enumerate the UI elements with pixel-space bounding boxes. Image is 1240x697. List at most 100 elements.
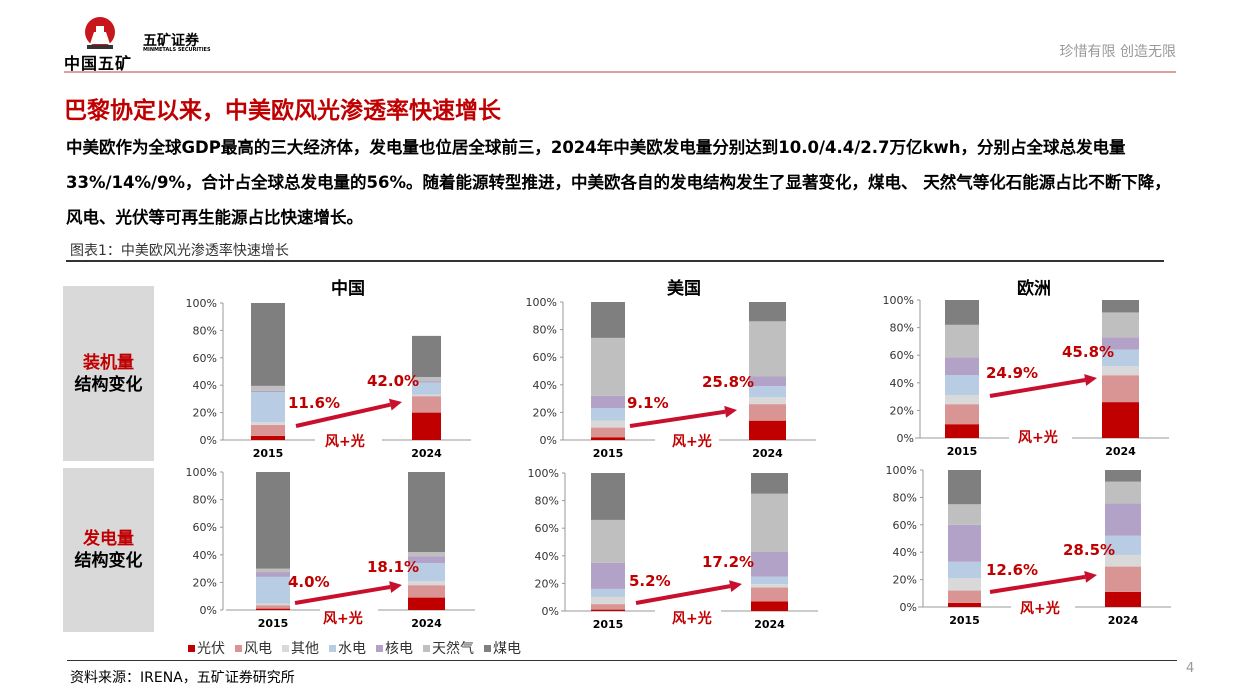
logo-company-en: MINMETALS SECURITIES xyxy=(143,47,211,53)
bar-segment-其他 xyxy=(751,584,788,588)
y-tick-label: 100% xyxy=(526,296,557,309)
y-tick-label: 40% xyxy=(890,377,914,390)
y-tick-label: 80% xyxy=(193,324,217,337)
bar-segment-风电 xyxy=(1105,566,1141,592)
share-label-2015: 11.6% xyxy=(288,394,340,412)
trend-arrow-icon xyxy=(724,405,737,418)
legend-item: 风电 xyxy=(235,638,272,658)
bar-segment-水电 xyxy=(1105,535,1141,555)
bar-segment-其他 xyxy=(591,420,625,428)
bar-segment-风电 xyxy=(945,404,979,425)
y-tick-label: 80% xyxy=(535,495,559,508)
trend-arrow-shaft xyxy=(635,584,731,605)
bar-segment-其他 xyxy=(412,394,441,397)
y-tick-label: 80% xyxy=(193,494,217,507)
bar-segment-水电 xyxy=(256,576,290,604)
bar-segment-其他 xyxy=(251,422,285,425)
body-paragraph: 中美欧作为全球GDP最高的三大经济体，发电量也位居全球前三，2024年中美欧发电… xyxy=(66,138,1171,227)
bar-segment-煤电 xyxy=(948,470,981,505)
share-label-2015: 12.6% xyxy=(986,561,1038,579)
slide-title: 巴黎协定以来，中美欧风光渗透率快速增长 xyxy=(64,98,501,124)
bar-segment-水电 xyxy=(945,375,979,396)
bar-segment-光伏 xyxy=(948,602,981,607)
bar-segment-天然气 xyxy=(256,568,290,573)
share-label-2015: 9.1% xyxy=(627,394,669,412)
legend-swatch xyxy=(282,644,289,652)
share-label-2024: 42.0% xyxy=(367,372,419,390)
bar-segment-核电 xyxy=(1102,337,1139,350)
y-tick-label: 100% xyxy=(886,464,917,477)
bar-segment-其他 xyxy=(1102,366,1139,376)
share-label-2024: 17.2% xyxy=(702,553,754,571)
bar-segment-核电 xyxy=(408,556,445,564)
bar-segment-水电 xyxy=(751,576,788,585)
trend-arrow-icon xyxy=(388,398,402,411)
region-title-us: 美国 xyxy=(667,279,701,299)
y-tick-label: 0% xyxy=(900,601,917,614)
bar-segment-风电 xyxy=(591,427,625,438)
source-note: 资料来源：IRENA，五矿证券研究所 xyxy=(70,670,295,686)
bar-segment-光伏 xyxy=(251,435,285,440)
bar-segment-天然气 xyxy=(591,337,625,396)
legend-label: 风电 xyxy=(244,641,272,657)
y-tick-label: 40% xyxy=(193,379,217,392)
bar-segment-其他 xyxy=(591,597,625,605)
y-tick-label: 60% xyxy=(893,519,917,532)
y-tick-label: 20% xyxy=(193,407,217,420)
bar-segment-风电 xyxy=(408,585,445,598)
bar-segment-光伏 xyxy=(408,597,445,610)
y-tick-label: 20% xyxy=(893,574,917,587)
trend-arrow-icon xyxy=(1084,374,1097,386)
chart-legend: 光伏 风电 其他 水电 核电 天然气 煤电 xyxy=(188,638,521,658)
wind-solar-label: 风+光 xyxy=(1018,429,1058,446)
legend-item: 其他 xyxy=(282,638,319,658)
bar-segment-煤电 xyxy=(591,473,625,520)
y-tick-label: 40% xyxy=(533,379,557,392)
bar-segment-天然气 xyxy=(749,321,786,377)
x-tick-label: 2015 xyxy=(947,445,978,458)
trend-arrow-shaft xyxy=(629,409,726,428)
slogan: 珍惜有限 创造无限 xyxy=(1059,44,1176,60)
wind-solar-label: 风+光 xyxy=(323,610,363,627)
share-label-2015: 24.9% xyxy=(986,364,1038,382)
y-tick-label: 60% xyxy=(533,351,557,364)
bar-segment-煤电 xyxy=(1105,470,1141,482)
bar-segment-天然气 xyxy=(412,376,441,382)
x-tick-label: 2015 xyxy=(593,618,624,631)
legend-item: 煤电 xyxy=(484,638,521,658)
region-title-europe: 欧洲 xyxy=(1017,279,1051,299)
bar-segment-其他 xyxy=(1105,554,1141,567)
trend-arrow-shaft xyxy=(989,378,1086,398)
bar-segment-风电 xyxy=(256,605,290,609)
bar-segment-风电 xyxy=(251,424,285,436)
chart-europe-capacity: 0% 20% 40% 60% 80% 100% 2015 2024 24.9% 45.8% 风+光 xyxy=(870,290,1170,470)
legend-swatch xyxy=(423,644,430,652)
chart-us-capacity: 0% 20% 40% 60% 80% 100% 2015 2024 9.1% 25.8% 风+光 xyxy=(520,290,820,470)
bar-segment-天然气 xyxy=(945,324,979,358)
bar-segment-光伏 xyxy=(591,437,625,440)
legend-label: 核电 xyxy=(385,641,413,657)
bar-segment-核电 xyxy=(591,562,625,589)
bar-segment-核电 xyxy=(945,357,979,376)
y-tick-label: 60% xyxy=(193,352,217,365)
bar-segment-天然气 xyxy=(408,552,445,557)
wind-solar-label: 风+光 xyxy=(672,433,712,450)
x-tick-label: 2024 xyxy=(1105,445,1136,458)
logo-group-name: 中国五矿 xyxy=(64,54,133,73)
x-tick-label: 2015 xyxy=(258,617,289,630)
share-label-2024: 25.8% xyxy=(702,373,754,391)
share-label-2024: 18.1% xyxy=(367,558,419,576)
bar-segment-天然气 xyxy=(751,493,788,552)
footer-divider xyxy=(67,660,1177,661)
y-tick-label: 20% xyxy=(193,576,217,589)
bar-segment-水电 xyxy=(251,392,285,423)
bar-segment-光伏 xyxy=(945,424,979,438)
x-tick-label: 2024 xyxy=(754,618,785,631)
bar-segment-煤电 xyxy=(749,302,786,322)
bar-segment-风电 xyxy=(591,604,625,610)
share-label-2015: 4.0% xyxy=(288,573,330,591)
row-label-capacity: 装机量 结构变化 xyxy=(63,286,154,461)
y-tick-label: 20% xyxy=(533,406,557,419)
y-tick-label: 100% xyxy=(528,467,559,480)
bar-segment-光伏 xyxy=(749,420,786,440)
